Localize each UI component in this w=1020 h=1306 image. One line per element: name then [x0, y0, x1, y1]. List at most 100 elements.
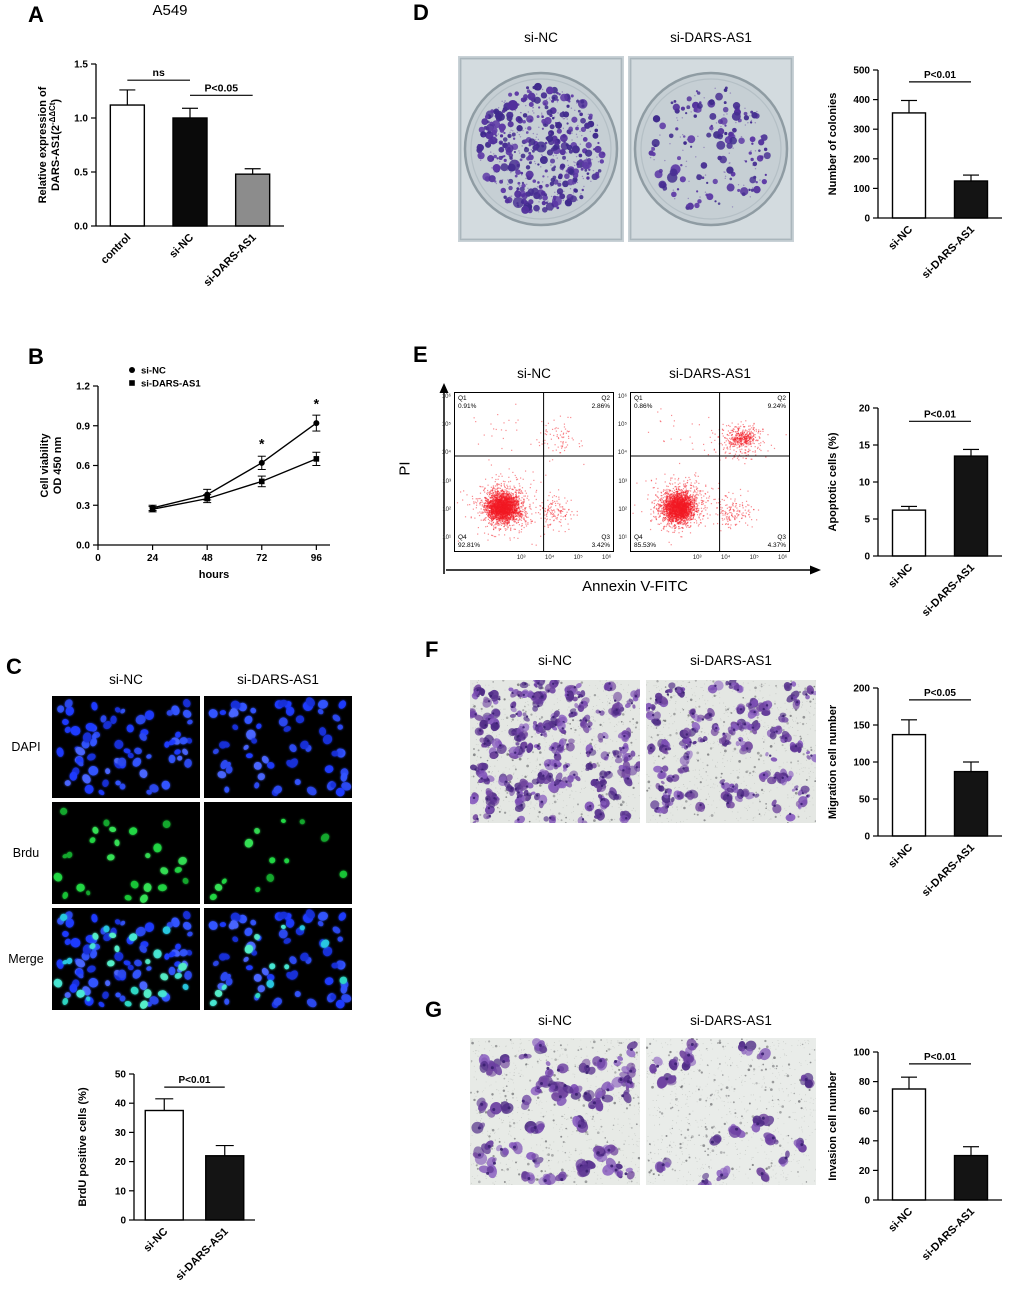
svg-text:BrdU positive cells (%): BrdU positive cells (%) [77, 1087, 89, 1207]
svg-text:0: 0 [864, 1196, 870, 1207]
flow-plot-area-si-dars-as1: Q1 0.86% Q2 9.24% Q4 85.53% Q3 4.37% [630, 392, 790, 552]
svg-text:si-NC: si-NC [886, 224, 915, 253]
flow-x-axis-tick: 10⁴ [721, 555, 731, 561]
flow-x-axis-tick: 10⁴ [545, 555, 555, 561]
svg-text:0: 0 [120, 1216, 126, 1227]
flow-y-axis-tick: 10² [442, 506, 451, 513]
quadrant-label-q4: Q4 92.81% [458, 534, 480, 549]
quadrant-label-q2: Q2 2.86% [592, 395, 610, 410]
brdu-image-si-nc [52, 802, 200, 904]
panel-a-letter: A [28, 2, 44, 27]
panel-c-row-label-merge: Merge [8, 952, 44, 966]
svg-text:P<0.05: P<0.05 [205, 82, 239, 94]
svg-text:0.5: 0.5 [74, 168, 88, 179]
svg-text:0.3: 0.3 [76, 501, 90, 512]
svg-text:P<0.05: P<0.05 [924, 688, 956, 699]
dapi-image-si-nc [52, 696, 200, 798]
svg-text:Invasion cell number: Invasion cell number [827, 1071, 839, 1181]
dapi-image-si-dars-as1 [204, 696, 352, 798]
svg-text:0: 0 [95, 553, 101, 564]
svg-text:0: 0 [864, 214, 870, 225]
flow-x-axis-arrow [446, 565, 821, 575]
svg-text:80: 80 [859, 1077, 871, 1088]
svg-text:72: 72 [256, 553, 268, 564]
flow-scatter-canvas-si-dars-as1 [630, 392, 790, 552]
flow-plot-si-nc: Q1 0.91% Q2 2.86% Q4 92.81% Q3 3.42% 10⁶ 10⁵ 1… [430, 388, 622, 568]
svg-text:DARS-AS1(2-ΔΔCt): DARS-AS1(2-ΔΔCt) [48, 99, 62, 191]
panel-e-letter: E [413, 342, 428, 367]
flow-x-axis-tick: 10³ [516, 555, 526, 561]
chartE-svg: 0 5 10 15 20 Apoptotic cells (%) si-NC si-DARS-… [827, 404, 1002, 619]
panel-f-col-header-si-dars-as1: si-DARS-AS1 [690, 653, 772, 668]
panel-b-letter: B [28, 344, 44, 369]
q2-value: 9.24% [767, 402, 786, 410]
svg-text:si-NC: si-NC [141, 366, 166, 377]
migration-image-si-nc [470, 680, 640, 823]
panel-c-col-header-si-nc: si-NC [109, 672, 143, 687]
invasion-image-si-nc [470, 1038, 640, 1185]
chartD-svg: 0 100 200 300 400 500 Number of colonies si-NC s… [827, 66, 1002, 281]
svg-text:si-DARS-AS1: si-DARS-AS1 [141, 379, 201, 390]
svg-text:si-NC: si-NC [886, 1206, 915, 1235]
flow-y-axis-tick: 10² [618, 506, 627, 513]
panel-g-invasion-bar-chart: 0 20 40 60 80 100 Invasion cell number si-NC si-… [822, 1022, 1018, 1295]
flow-plot-area-si-nc: Q1 0.91% Q2 2.86% Q4 92.81% Q3 3.42% [454, 392, 614, 552]
panel-a-expression-bar-chart: 0.0 0.5 1.0 1.5 Relative expression of DARS-A… [36, 20, 298, 317]
colony-dish-image-si-dars-as1 [628, 56, 794, 242]
q4-value: 85.53% [634, 541, 657, 549]
svg-text:96: 96 [311, 553, 323, 564]
svg-text:P<0.01: P<0.01 [924, 409, 956, 420]
chartG-svg: 0 20 40 60 80 100 Invasion cell number si-NC si-… [827, 1048, 1002, 1263]
q1-value: 0.91% [458, 402, 477, 410]
svg-text:48: 48 [202, 553, 214, 564]
quadrant-label-q4: Q4 85.53% [634, 534, 656, 549]
panel-c-brdu-bar-chart: 0 10 20 30 40 50 BrdU positive cells (%) si-NC s… [70, 1048, 295, 1306]
svg-text:50: 50 [859, 795, 871, 806]
svg-text:si-DARS-AS1: si-DARS-AS1 [920, 562, 977, 619]
svg-text:0.0: 0.0 [76, 541, 90, 552]
q3-value: 4.37% [767, 541, 786, 549]
merge-image-si-dars-as1 [204, 908, 352, 1010]
chartB-svg: 0.0 0.3 0.6 0.9 1.2 0 24 48 72 96 hours Cell viabil… [39, 366, 330, 581]
brdu-image-si-dars-as1 [204, 802, 352, 904]
q4-name: Q4 [458, 534, 467, 541]
q3-name: Q3 [601, 534, 610, 541]
flow-scatter-canvas-si-nc [454, 392, 614, 552]
svg-text:40: 40 [859, 1136, 871, 1147]
flow-y-axis-tick: 10⁵ [617, 422, 627, 429]
flow-x-axis-tick: 10⁶ [778, 555, 788, 561]
svg-text:10: 10 [859, 478, 871, 489]
svg-text:si-NC: si-NC [167, 232, 196, 261]
svg-text:control: control [99, 232, 134, 267]
chartF-svg: 0 50 100 150 200 Migration cell number si-NC si… [827, 684, 1002, 899]
panel-e-col-header-si-nc: si-NC [517, 366, 551, 381]
merge-image-si-nc [52, 908, 200, 1010]
panel-f-col-header-si-nc: si-NC [538, 653, 572, 668]
svg-text:0.9: 0.9 [76, 421, 90, 432]
svg-text:si-DARS-AS1: si-DARS-AS1 [920, 224, 977, 281]
flow-y-axis-tick: 10¹ [618, 535, 627, 541]
panel-g-col-header-si-dars-as1: si-DARS-AS1 [690, 1013, 772, 1028]
svg-text:200: 200 [853, 154, 870, 165]
svg-text:0: 0 [864, 832, 870, 843]
svg-text:Relative expression of: Relative expression of [37, 86, 49, 203]
flow-y-axis-arrow [439, 383, 449, 574]
svg-text:P<0.01: P<0.01 [179, 1075, 211, 1086]
svg-text:Apoptotic cells (%): Apoptotic cells (%) [827, 432, 839, 531]
quadrant-label-q3: Q3 3.42% [592, 534, 610, 549]
svg-text:0.6: 0.6 [76, 461, 90, 472]
panel-c-row-label-brdu: Brdu [12, 846, 40, 860]
panel-d-letter: D [413, 0, 429, 25]
svg-text:50: 50 [115, 1070, 127, 1081]
panel-c-letter: C [6, 654, 22, 679]
panel-d-col-header-si-dars-as1: si-DARS-AS1 [670, 30, 752, 45]
svg-text:100: 100 [853, 184, 870, 195]
panel-f-letter: F [425, 637, 439, 662]
colony-dish-image-si-nc [458, 56, 624, 242]
svg-text:100: 100 [853, 1048, 870, 1059]
svg-text:60: 60 [859, 1107, 871, 1118]
svg-text:P<0.01: P<0.01 [924, 1052, 956, 1063]
svg-text:30: 30 [115, 1128, 127, 1139]
svg-text:si-NC: si-NC [886, 562, 915, 591]
